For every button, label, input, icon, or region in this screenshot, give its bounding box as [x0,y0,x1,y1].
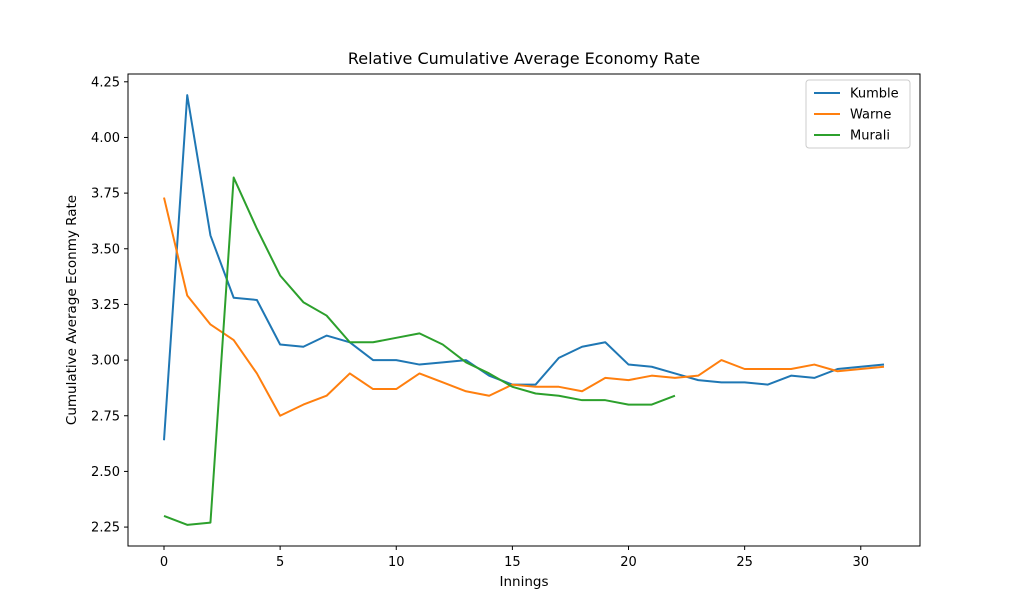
y-tick-label: 3.50 [91,242,120,257]
plot-lines [163,94,885,526]
x-tick-label: 10 [388,555,405,570]
legend-label-warne: Warne [850,108,891,123]
y-tick-label: 4.00 [91,131,120,146]
plot-frame [127,73,921,547]
series-line-murali [163,176,676,526]
y-axis-label: Cumulative Average Econmy Rate [64,195,80,425]
x-tick-label: 5 [276,555,284,570]
legend-label-murali: Murali [850,129,890,144]
series-line-warne [163,197,885,417]
y-axis: 2.25 2.50 2.75 3.00 3.25 3.50 3.75 4.00 4.25 [91,75,128,536]
y-tick-label: 2.50 [91,465,120,480]
series-line-kumble [163,94,885,441]
x-tick-label: 20 [620,555,637,570]
legend-label-kumble: Kumble [850,87,899,102]
x-tick-label: 25 [736,555,753,570]
y-tick-label: 4.25 [91,75,120,90]
chart-title: Relative Cumulative Average Economy Rate [348,49,700,68]
x-tick-label: 30 [853,555,870,570]
x-axis: 0 5 10 15 20 25 30 [160,546,869,570]
x-tick-label: 0 [160,555,168,570]
x-axis-label: Innings [499,574,548,590]
legend: Kumble Warne Murali [805,79,911,149]
y-tick-label: 2.25 [91,521,120,536]
x-tick-label: 15 [504,555,521,570]
y-tick-label: 3.00 [91,354,120,369]
y-tick-label: 2.75 [91,409,120,424]
y-tick-label: 3.75 [91,187,120,202]
y-tick-label: 3.25 [91,298,120,313]
legend-box [805,79,911,149]
